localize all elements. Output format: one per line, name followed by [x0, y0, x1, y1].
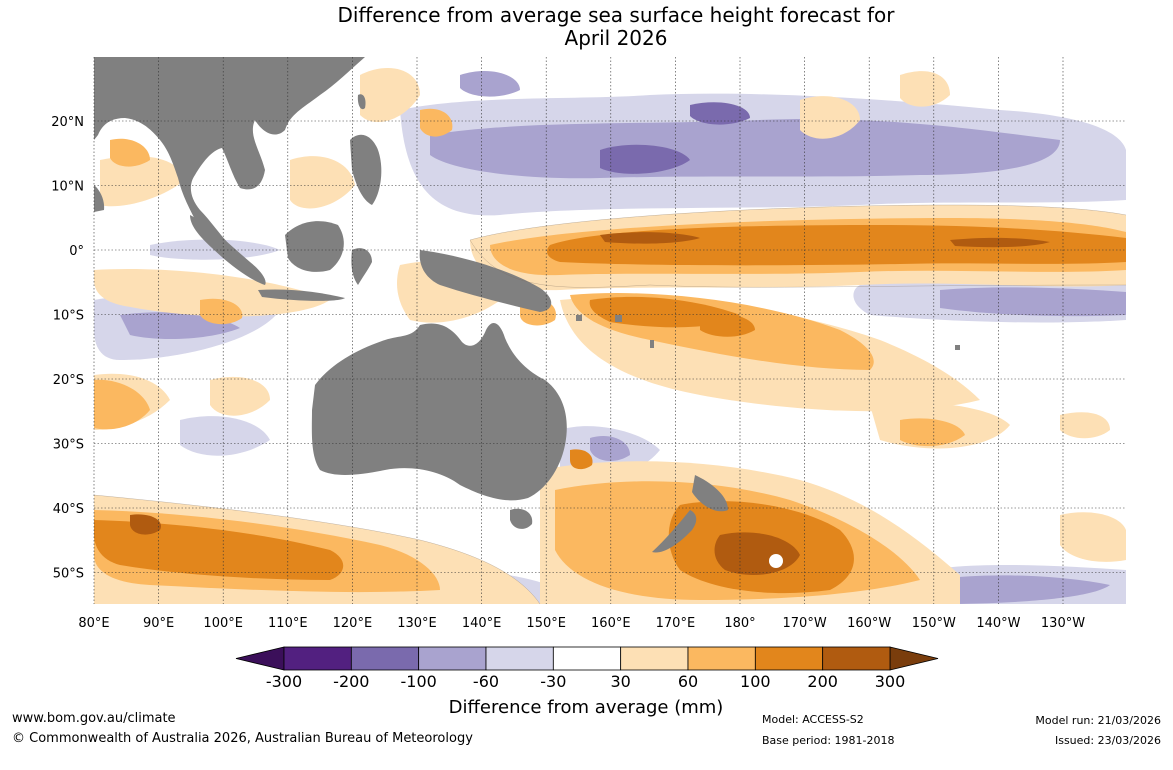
- colorbar-segment: [283, 646, 352, 671]
- lon-label: 170°E: [656, 616, 696, 631]
- lon-label: 130°E: [397, 616, 437, 631]
- colorbar-segment: [418, 646, 487, 671]
- colorbar-tick-label: 300: [875, 672, 906, 691]
- lon-label: 90°E: [143, 616, 174, 631]
- lon-label: 80°E: [78, 616, 109, 631]
- colorbar-tick-label: -300: [266, 672, 302, 691]
- lat-label: 20°N: [51, 115, 84, 130]
- anomaly-dark-orange: [94, 225, 1126, 594]
- lon-label: 130°W: [1041, 616, 1085, 631]
- copyright-text: © Commonwealth of Australia 2026, Austra…: [12, 731, 473, 746]
- lon-label: 140°E: [462, 616, 502, 631]
- colorbar-tick-label: -100: [401, 672, 437, 691]
- colorbar-segment: [485, 646, 554, 671]
- australia: [311, 323, 567, 501]
- lat-label: 20°S: [53, 373, 84, 388]
- title-line-2: April 2026: [564, 26, 668, 50]
- anomaly-white-spot: [769, 554, 783, 568]
- lat-label: 0°: [69, 244, 84, 259]
- lon-label: 180°: [724, 616, 755, 631]
- taiwan: [357, 94, 366, 110]
- lat-label: 10°S: [53, 309, 84, 324]
- model-name: Model: ACCESS-S2: [762, 713, 864, 726]
- new-zealand-north: [692, 475, 728, 512]
- colorbar-tick-label: 60: [678, 672, 698, 691]
- title-line-1: Difference from average sea surface heig…: [337, 3, 895, 27]
- new-zealand-south: [652, 510, 697, 553]
- colorbar-tick-label: 30: [610, 672, 630, 691]
- sulawesi: [351, 248, 372, 285]
- model-run-date: Model run: 21/03/2026: [1035, 714, 1161, 727]
- colorbar-tick-label: -30: [540, 672, 566, 691]
- colorbar-tick-label: 200: [807, 672, 838, 691]
- colorbar-tick-label: -200: [333, 672, 369, 691]
- map-title: Difference from average sea surface heig…: [0, 4, 1173, 50]
- lon-label: 160°W: [847, 616, 891, 631]
- lon-label: 170°W: [783, 616, 827, 631]
- lon-label: 120°E: [333, 616, 373, 631]
- colorbar-title: Difference from average (mm): [449, 697, 724, 718]
- website-link[interactable]: www.bom.gov.au/climate: [12, 711, 176, 726]
- colorbar-tick-label: 100: [740, 672, 771, 691]
- lon-label: 100°E: [203, 616, 243, 631]
- colorbar-over-arrow: [889, 646, 939, 671]
- philippines: [350, 134, 382, 205]
- map-field: [94, 57, 1126, 604]
- lat-label: 10°N: [51, 180, 84, 195]
- contour-lines: [94, 204, 1126, 604]
- colorbar-under-arrow: [235, 646, 285, 671]
- lon-label: 150°W: [912, 616, 956, 631]
- colorbar-segment: [620, 646, 689, 671]
- colorbar-segment: [687, 646, 756, 671]
- java: [258, 289, 345, 301]
- lat-label: 40°S: [53, 502, 84, 517]
- colorbar: -300 -200 -100 -60 -30 30 60 100 200 300: [235, 646, 939, 691]
- base-period: Base period: 1981-2018: [762, 734, 895, 747]
- lat-label: 50°S: [53, 567, 84, 582]
- lon-label: 140°W: [976, 616, 1020, 631]
- latitude-labels: 20°N 10°N 0° 10°S 20°S 30°S 40°S 50°S: [51, 115, 84, 582]
- colorbar-tick-label: -60: [473, 672, 499, 691]
- lat-label: 30°S: [53, 438, 84, 453]
- tasmania: [510, 508, 533, 529]
- graticule: [93, 57, 1126, 604]
- lon-label: 160°E: [591, 616, 631, 631]
- colorbar-segment: [350, 646, 420, 671]
- new-guinea: [419, 250, 552, 312]
- lon-label: 150°E: [526, 616, 566, 631]
- longitude-labels: 80°E 90°E 100°E 110°E 120°E 130°E 140°E 150°E 16…: [78, 616, 1085, 631]
- borneo: [285, 221, 344, 272]
- issued-date: Issued: 23/03/2026: [1054, 734, 1161, 747]
- colorbar-segment: [754, 646, 824, 671]
- india-tip: [94, 185, 105, 212]
- colorbar-segment: [822, 646, 891, 671]
- land-masses: [94, 57, 960, 553]
- asia-mainland: [94, 57, 365, 247]
- lon-label: 110°E: [268, 616, 308, 631]
- colorbar-segment: [552, 646, 622, 671]
